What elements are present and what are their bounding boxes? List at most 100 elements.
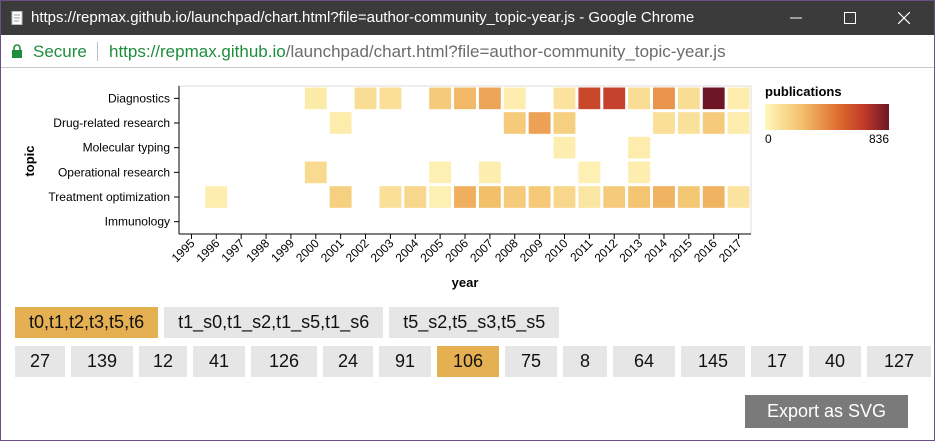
legend-max-label: 836: [869, 132, 889, 146]
minimize-button[interactable]: [773, 1, 819, 35]
heatmap-cell: [329, 112, 352, 134]
community-filter-button[interactable]: 106: [437, 346, 499, 377]
heatmap-cell: [578, 186, 601, 208]
community-filter-button[interactable]: 127: [867, 346, 931, 377]
x-tick-label: 2017: [716, 236, 745, 265]
heatmap-cell: [304, 161, 327, 184]
community-filter-button[interactable]: 139: [71, 346, 133, 377]
heatmap-cell: [553, 136, 576, 159]
x-tick-label: 2006: [442, 236, 471, 265]
x-tick-label: 2009: [517, 236, 546, 265]
heatmap-cell: [429, 186, 452, 208]
heatmap-cell: [429, 87, 452, 110]
heatmap-cell: [379, 186, 402, 208]
address-bar[interactable]: Secure https://repmax.github.io/launchpa…: [1, 35, 934, 68]
minimize-icon: [790, 17, 802, 19]
x-tick-label: 2013: [616, 236, 645, 265]
heatmap-cell: [404, 186, 427, 208]
heatmap-cell: [478, 161, 501, 184]
maximize-button[interactable]: [827, 1, 873, 35]
group-filter-button[interactable]: t5_s2,t5_s3,t5_s5: [389, 307, 560, 338]
community-filter-button[interactable]: 91: [379, 346, 431, 377]
x-tick-label: 2008: [492, 236, 521, 265]
community-button-row: 27 139 12 41 126 24 91 106 75 8 64 145 17 40 127: [15, 346, 931, 377]
x-tick-label: 2005: [417, 236, 446, 265]
heatmap-cell: [503, 112, 526, 134]
community-filter-button[interactable]: 145: [681, 346, 745, 377]
lock-icon: [12, 44, 22, 58]
x-tick-label: 2010: [542, 236, 571, 265]
y-axis-label: topic: [22, 145, 37, 176]
url-origin: https://repmax.github.io: [109, 42, 286, 61]
heatmap-cell: [727, 112, 750, 134]
y-tick-label: Drug-related research: [53, 116, 170, 130]
heatmap-cell: [503, 87, 526, 110]
x-tick-label: 2003: [368, 236, 397, 265]
x-tick-label: 2004: [393, 236, 422, 265]
heatmap-cell: [628, 136, 651, 159]
heatmap-cell: [379, 87, 402, 110]
y-tick-label: Molecular typing: [83, 141, 170, 155]
x-tick-label: 1997: [219, 236, 248, 265]
heatmap-cell: [553, 186, 576, 208]
url-text[interactable]: https://repmax.github.io/launchpad/chart…: [109, 42, 726, 62]
url-path: /launchpad/chart.html?file=author-commun…: [285, 42, 726, 61]
close-icon: [898, 12, 910, 24]
heatmap-cell: [628, 87, 651, 110]
heatmap-cell: [454, 186, 476, 208]
heatmap-cell: [205, 186, 228, 208]
heatmap-cell: [727, 87, 750, 110]
legend-title: publications: [765, 84, 842, 99]
heatmap-cell: [354, 87, 377, 110]
title-bar: https://repmax.github.io/launchpad/chart…: [1, 1, 934, 35]
community-filter-button[interactable]: 24: [323, 346, 373, 377]
heatmap-cell: [503, 186, 526, 208]
community-filter-button[interactable]: 8: [563, 346, 607, 377]
heatmap-cell: [653, 87, 675, 110]
heatmap-cell: [454, 87, 476, 110]
heatmap-cell: [578, 161, 601, 184]
group-filter-button[interactable]: t1_s0,t1_s2,t1_s5,t1_s6: [164, 307, 384, 338]
heatmap-cell: [653, 186, 675, 208]
heatmap-cell: [677, 112, 700, 134]
address-separator: [97, 42, 98, 61]
community-filter-button[interactable]: 40: [809, 346, 861, 377]
window-title: https://repmax.github.io/launchpad/chart…: [31, 9, 695, 26]
x-tick-label: 1998: [243, 236, 272, 265]
community-filter-button[interactable]: 75: [505, 346, 557, 377]
community-filter-button[interactable]: 41: [193, 346, 245, 377]
x-tick-label: 2014: [641, 236, 670, 265]
heatmap-cell: [702, 186, 725, 208]
x-tick-label: 1996: [194, 236, 223, 265]
group-filter-button[interactable]: t0,t1,t2,t3,t5,t6: [15, 307, 159, 338]
x-tick-label: 1995: [169, 236, 198, 265]
community-filter-button[interactable]: 17: [751, 346, 803, 377]
legend-min-label: 0: [765, 132, 772, 146]
export-svg-button[interactable]: Export as SVG: [745, 395, 908, 428]
heatmap-chart: Diagnostics Drug-related research Molecula…: [22, 84, 889, 290]
heatmap-cell: [329, 186, 352, 208]
y-tick-label: Treatment optimization: [48, 190, 170, 204]
heatmap-cell: [478, 186, 501, 208]
heatmap-cell: [628, 186, 651, 208]
close-button[interactable]: [881, 1, 927, 35]
heatmap-cell: [528, 186, 551, 208]
heatmap-cell: [553, 112, 576, 134]
heatmap-cell: [628, 161, 651, 184]
y-tick-label: Immunology: [105, 215, 170, 229]
y-tick-label: Diagnostics: [108, 91, 170, 105]
heatmap-cell: [653, 112, 675, 134]
heatmap-cell: [603, 87, 626, 110]
community-filter-button[interactable]: 64: [613, 346, 675, 377]
heatmap-cell: [727, 186, 750, 208]
x-tick-label: 2011: [567, 236, 595, 264]
heatmap-cell: [677, 87, 700, 110]
community-filter-button[interactable]: 126: [251, 346, 317, 377]
maximize-icon: [844, 12, 856, 24]
heatmap-cell: [702, 87, 725, 110]
document-icon: [11, 11, 23, 25]
x-tick-label: 1999: [268, 236, 297, 265]
community-filter-button[interactable]: 27: [15, 346, 65, 377]
community-filter-button[interactable]: 12: [139, 346, 187, 377]
